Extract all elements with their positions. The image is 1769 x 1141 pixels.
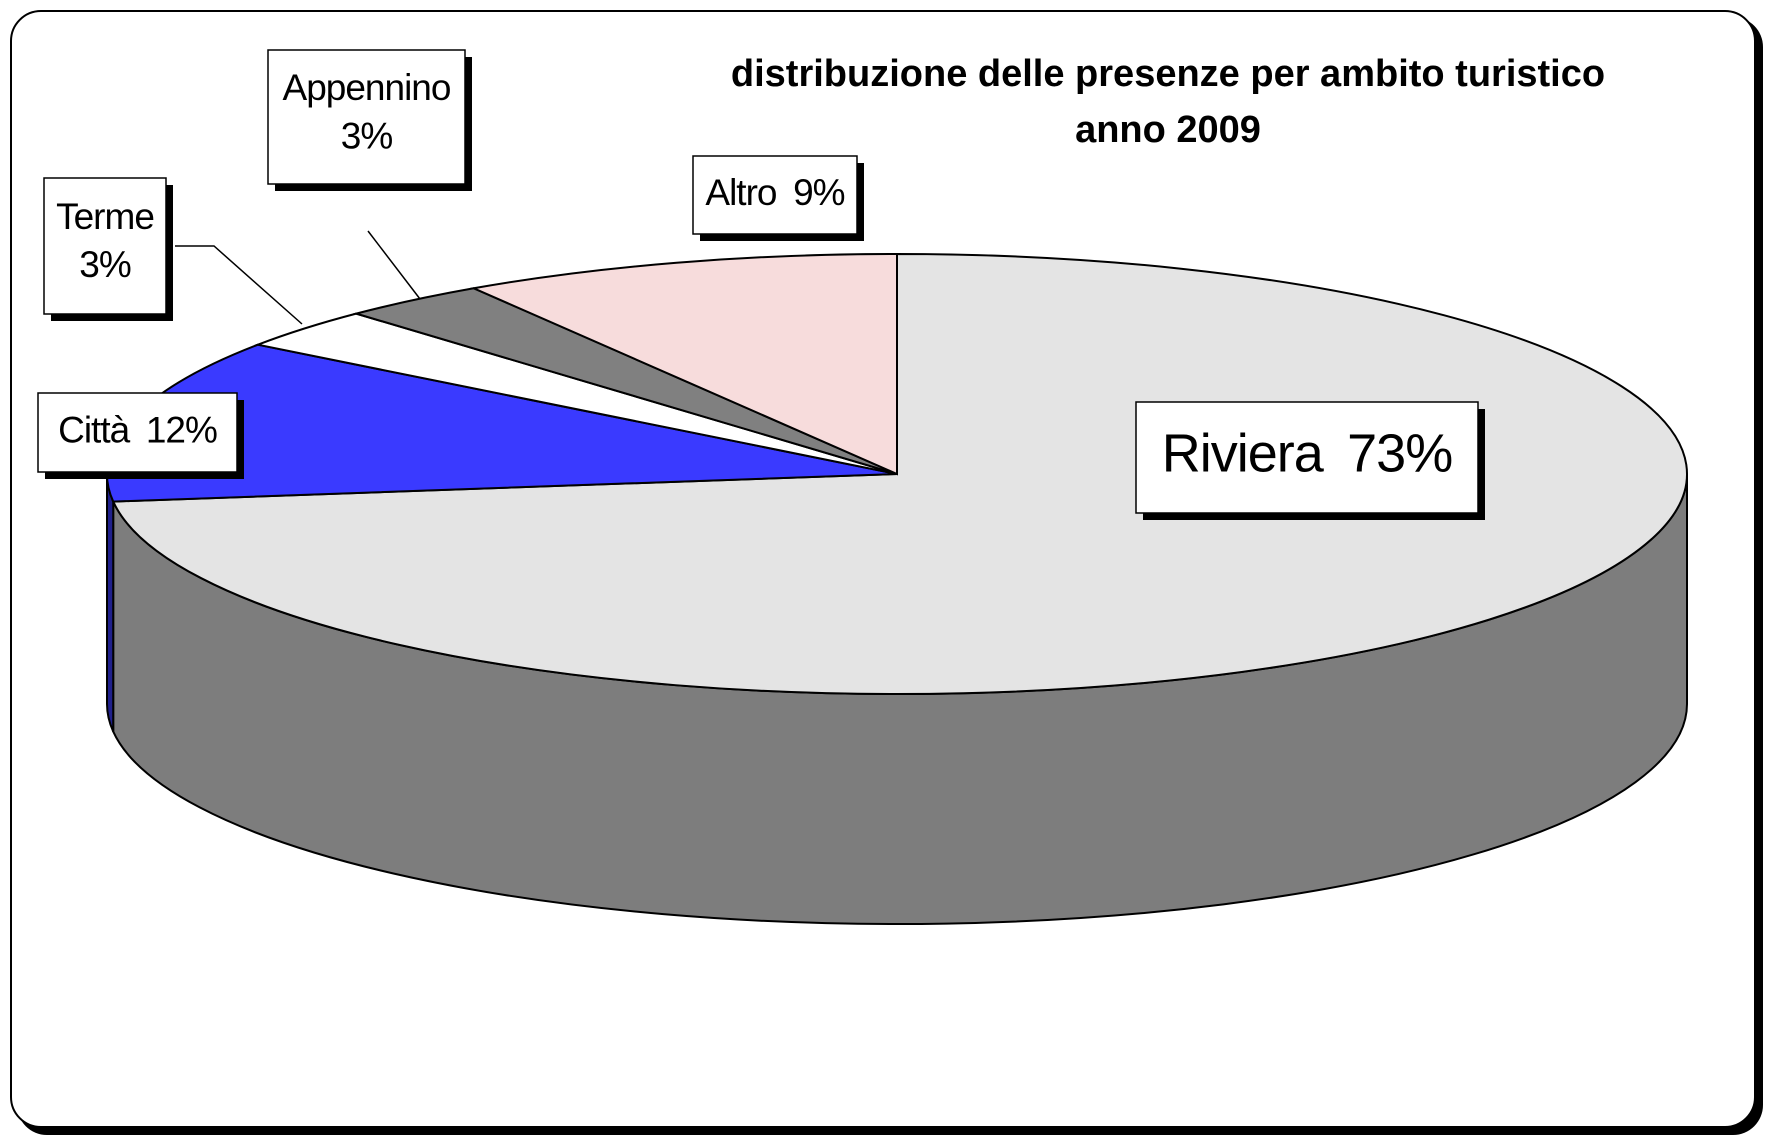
label-value: 73% — [1347, 424, 1452, 484]
label-value: 3% — [79, 244, 131, 285]
pie — [106, 252, 1688, 925]
data-label: Città 12% — [58, 409, 217, 450]
data-label: Appennino 3% — [283, 67, 451, 156]
label-box — [43, 177, 167, 315]
label-value: 3% — [341, 115, 393, 156]
pie-slice — [111, 252, 1688, 695]
label-category: Riviera — [1162, 424, 1325, 484]
label-box — [37, 392, 238, 473]
chart-title: distribuzione delle presenze per ambito … — [731, 53, 1605, 95]
leader-line — [175, 245, 303, 325]
label-value: 12% — [146, 409, 217, 450]
label-category: Città — [58, 409, 131, 450]
leader-line — [367, 230, 421, 300]
chart-subtitle: anno 2009 — [1075, 109, 1261, 151]
label-box — [267, 49, 466, 185]
pie-slice — [470, 252, 898, 476]
label-category: Altro — [705, 172, 777, 213]
label-category: Terme — [56, 196, 154, 237]
data-label: Riviera 73% — [1162, 424, 1452, 484]
data-label: Altro 9% — [705, 172, 844, 213]
data-label: Terme 3% — [56, 196, 154, 285]
label-category: Appennino — [283, 67, 451, 108]
pie-side — [106, 473, 115, 732]
label-box — [692, 155, 858, 235]
label-box — [1135, 401, 1479, 514]
labels: Riviera 73% Città 12% Terme 3% Appennino 3% Altr… — [37, 49, 1485, 520]
label-value: 9% — [793, 172, 845, 213]
